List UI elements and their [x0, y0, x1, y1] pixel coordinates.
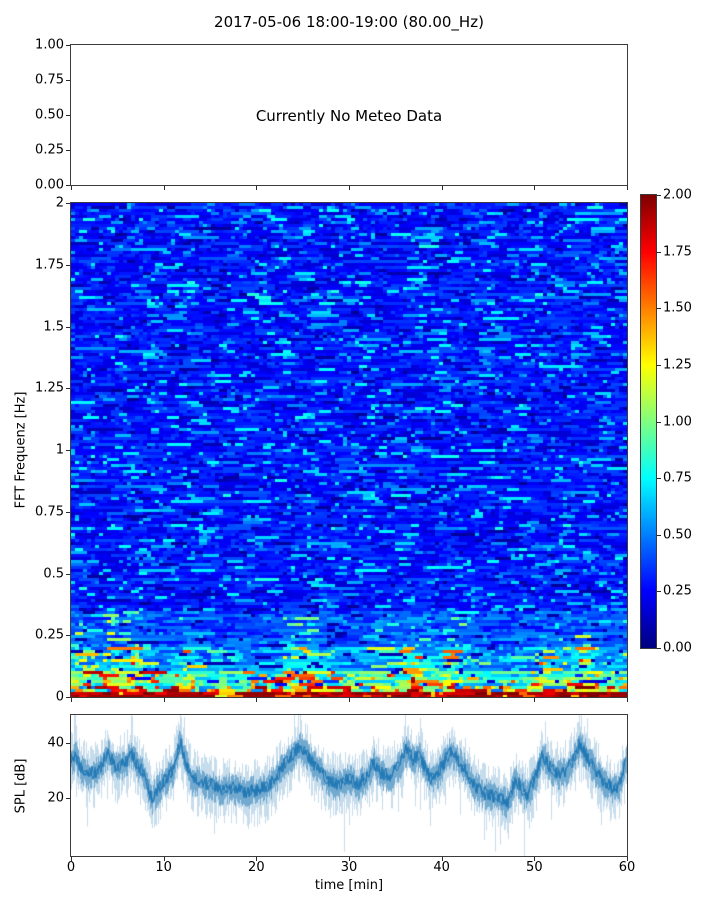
tick-mark [657, 252, 661, 253]
tick-label: 2.00 [663, 187, 692, 203]
tick-label: 1 [55, 442, 64, 458]
tick-label: 2 [55, 195, 64, 211]
tick-mark [66, 635, 70, 636]
tick-mark [164, 857, 165, 861]
tick-mark [256, 186, 257, 190]
tick-mark [66, 185, 70, 186]
spl-ylabel: SPL [dB] [13, 758, 29, 814]
tick-label: 1.25 [35, 380, 64, 396]
tick-mark [534, 698, 535, 702]
tick-mark [164, 698, 165, 702]
tick-mark [66, 115, 70, 116]
tick-label: 0.75 [35, 504, 64, 520]
tick-mark [657, 195, 661, 196]
tick-mark [627, 698, 628, 702]
tick-label: 20 [47, 790, 64, 806]
tick-label: 40 [47, 735, 64, 751]
tick-label: 0 [66, 860, 76, 875]
tick-mark [349, 186, 350, 190]
tick-label: 30 [340, 860, 358, 875]
spectrogram-heatmap [71, 203, 627, 697]
tick-label: 0.50 [35, 107, 64, 123]
tick-mark [657, 422, 661, 423]
tick-mark [534, 186, 535, 190]
tick-mark [164, 186, 165, 190]
tick-mark [442, 857, 443, 861]
tick-label: 0.25 [663, 583, 692, 599]
tick-label: 40 [433, 860, 450, 875]
tick-mark [71, 698, 72, 702]
figure-title: 2017-05-06 18:00-19:00 (80.00_Hz) [214, 13, 484, 31]
tick-label: 0 [55, 689, 64, 705]
tick-label: 50 [526, 860, 543, 875]
tick-mark [71, 857, 72, 861]
tick-label: 1.00 [663, 414, 692, 429]
meteo-panel [70, 44, 628, 186]
tick-mark [66, 450, 70, 451]
tick-mark [627, 857, 628, 861]
tick-label: 0.75 [663, 470, 692, 486]
tick-mark [66, 697, 70, 698]
tick-label: 0.00 [35, 177, 64, 193]
tick-mark [657, 648, 661, 649]
tick-mark [66, 743, 70, 744]
tick-mark [66, 203, 70, 204]
tick-mark [71, 186, 72, 190]
tick-label: 0.5 [43, 566, 64, 581]
tick-mark [66, 150, 70, 151]
tick-label: 1.5 [43, 319, 64, 334]
tick-mark [256, 857, 257, 861]
tick-mark [66, 512, 70, 513]
tick-mark [657, 591, 661, 592]
time-xlabel: time [min] [314, 878, 384, 893]
tick-label: 0.00 [663, 640, 692, 656]
tick-mark [442, 698, 443, 702]
tick-label: 0.75 [35, 72, 64, 88]
tick-mark [66, 80, 70, 81]
tick-label: 1.50 [663, 300, 692, 316]
tick-mark [66, 388, 70, 389]
tick-label: 1.25 [663, 357, 692, 373]
tick-mark [349, 698, 350, 702]
colorbar-gradient [641, 195, 656, 648]
tick-label: 1.00 [35, 37, 64, 53]
tick-label: 1.75 [35, 257, 64, 273]
tick-label: 0.50 [663, 527, 692, 543]
tick-mark [66, 574, 70, 575]
spl-line-plot [71, 715, 627, 856]
tick-mark [657, 365, 661, 366]
tick-label: 0.25 [35, 142, 64, 158]
tick-mark [66, 327, 70, 328]
tick-mark [66, 798, 70, 799]
tick-mark [534, 857, 535, 861]
tick-label: 0.25 [35, 627, 64, 643]
tick-mark [627, 186, 628, 190]
tick-mark [442, 186, 443, 190]
tick-mark [657, 478, 661, 479]
tick-mark [66, 45, 70, 46]
tick-mark [657, 535, 661, 536]
tick-label: 20 [248, 860, 265, 875]
tick-mark [349, 857, 350, 861]
tick-label: 1.75 [663, 244, 692, 260]
tick-mark [657, 308, 661, 309]
tick-label: 60 [618, 860, 636, 875]
tick-label: 10 [155, 860, 172, 875]
no-meteo-data-text: Currently No Meteo Data [255, 107, 443, 125]
tick-mark [66, 265, 70, 266]
tick-mark [256, 698, 257, 702]
